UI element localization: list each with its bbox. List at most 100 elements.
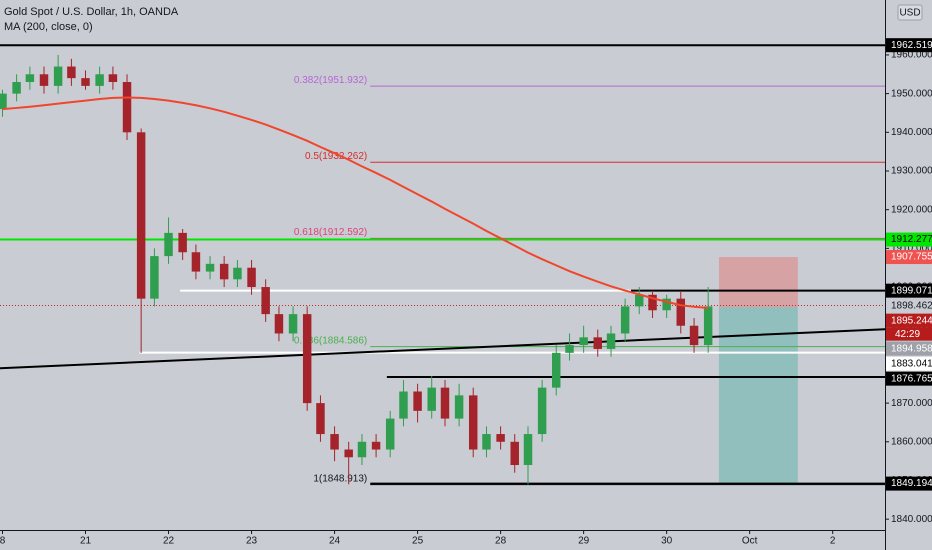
- candle-body: [468, 395, 478, 450]
- price-tag: [886, 283, 932, 298]
- x-tick-label: 25: [412, 536, 424, 547]
- candle-body: [635, 294, 644, 307]
- price-tag: [886, 232, 932, 247]
- price-tag-label: 1849.194: [891, 478, 932, 489]
- candle-body: [689, 325, 699, 346]
- price-tag-label: 1907.755: [891, 252, 932, 263]
- candle-body: [274, 314, 284, 334]
- fib-label: 0.382(1951.932): [294, 75, 367, 86]
- candle-body: [413, 391, 422, 411]
- candle-body: [703, 306, 713, 346]
- candle-body: [593, 337, 602, 349]
- price-tag-label: 1883.041: [891, 358, 932, 369]
- price-tag-label: 1899.071: [891, 285, 932, 296]
- candle-body: [648, 294, 657, 311]
- candle-body: [39, 74, 49, 86]
- stop-zone: [718, 257, 798, 308]
- candle-body: [385, 418, 395, 450]
- candle-body: [662, 298, 671, 311]
- price-tag-label: 1898.462: [891, 300, 932, 311]
- price-tag: [886, 313, 932, 328]
- price-tag: [886, 356, 932, 371]
- candle-body: [565, 345, 574, 353]
- candle-body: [523, 434, 533, 466]
- candle-body: [150, 256, 159, 299]
- currency[interactable]: USD: [899, 8, 920, 19]
- x-tick-label: 29: [578, 536, 590, 547]
- candle-body: [136, 132, 146, 299]
- candle-body: [122, 82, 132, 133]
- indicator-legend: MA (200, close, 0): [4, 21, 93, 33]
- y-tick-label: 1950.000: [891, 88, 932, 99]
- x-tick-label: 2: [830, 536, 836, 547]
- y-tick-label: 1840.000: [891, 514, 932, 525]
- y-tick-label: 1910.000: [891, 243, 932, 254]
- fib-label: 0.5(1932.262): [305, 151, 367, 162]
- price-tag: [886, 341, 932, 356]
- candle-body: [454, 395, 464, 419]
- candle-body: [537, 387, 547, 435]
- candle-body: [12, 82, 21, 94]
- candle-body: [606, 333, 616, 349]
- price-tag-label: 1876.765: [891, 373, 932, 384]
- candle-body: [552, 352, 561, 388]
- candle-body: [67, 66, 76, 79]
- countdown: 42:29: [895, 329, 920, 340]
- candle-body: [288, 314, 298, 334]
- candle-body: [205, 263, 215, 272]
- y-tick-label: 1860.000: [891, 436, 932, 447]
- candle-body: [178, 232, 187, 253]
- y-tick-label: 1960.000: [891, 50, 932, 61]
- candle-body: [302, 314, 312, 404]
- candle-body: [330, 434, 339, 450]
- x-tick-label: 24: [329, 536, 341, 547]
- y-tick-label: 1920.000: [891, 204, 932, 215]
- candle-body: [191, 252, 201, 272]
- candle-body: [344, 449, 353, 458]
- moving-average: [2, 96, 709, 309]
- candle-body: [247, 267, 256, 288]
- countdown-box: [886, 327, 932, 341]
- candle-body: [371, 441, 381, 450]
- candle-body: [164, 232, 173, 257]
- trendline: [0, 328, 886, 370]
- plot: 0.382(1951.932) 0.5(1932.262) 0.618(1912.5…: [0, 44, 886, 486]
- candle-body: [219, 263, 229, 280]
- candle-body: [440, 387, 450, 419]
- currency-box[interactable]: [897, 4, 923, 21]
- price-tag: [886, 371, 932, 386]
- candle-body: [81, 78, 90, 86]
- candle-body: [95, 74, 104, 86]
- x-tick-label: 28: [495, 536, 507, 547]
- candle-body: [676, 298, 686, 326]
- x-tick-label: 22: [163, 536, 175, 547]
- x-tick-label: 30: [661, 536, 673, 547]
- price-tag-label: 1912.277: [891, 234, 932, 245]
- candle-body: [261, 287, 270, 315]
- fib-label: 0.786(1884.586): [294, 335, 367, 346]
- candle-body: [496, 434, 505, 442]
- x-tick-label: 23: [246, 536, 258, 547]
- price-tag: [886, 298, 932, 313]
- fib-label: 1(1848.913): [313, 473, 367, 484]
- x-tick-label: 8: [0, 536, 6, 547]
- price-tag: [886, 38, 932, 53]
- candle-body: [25, 74, 35, 83]
- candle-body: [53, 66, 63, 86]
- candle-body: [108, 74, 118, 83]
- fib-label: 0.618(1912.592): [294, 227, 367, 238]
- candle-body: [357, 441, 367, 458]
- candle-body: [399, 391, 408, 419]
- candle-body: [579, 337, 588, 346]
- candle-body: [0, 93, 7, 110]
- y-tick-label: 1930.000: [891, 166, 932, 177]
- price-tag: [886, 250, 932, 265]
- price-tag-label: 1894.958: [891, 343, 932, 354]
- candle-body: [482, 434, 491, 450]
- x-tick-label: Oct: [742, 536, 758, 547]
- y-tick-label: 1940.000: [891, 127, 932, 138]
- x-tick-label: 21: [80, 536, 92, 547]
- y-tick-label: 1870.000: [891, 398, 932, 409]
- candle-body: [316, 403, 325, 435]
